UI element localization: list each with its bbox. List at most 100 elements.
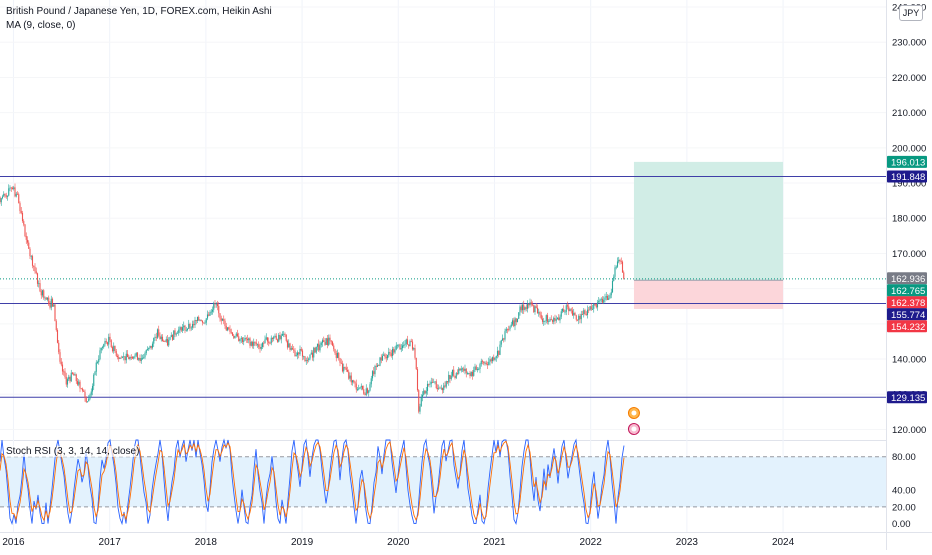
candle xyxy=(446,380,449,385)
price-label-text: 162.378 xyxy=(891,298,925,309)
currency-button[interactable]: JPY xyxy=(899,5,923,21)
candle xyxy=(261,342,264,350)
candle xyxy=(358,384,360,391)
candle-body xyxy=(288,343,290,348)
candle xyxy=(350,372,352,386)
candle-body xyxy=(75,374,77,382)
candle-body xyxy=(326,338,329,346)
candle-body xyxy=(431,381,434,383)
candle xyxy=(511,318,514,326)
candle xyxy=(544,320,546,325)
candle xyxy=(343,363,345,374)
candle xyxy=(400,343,402,353)
candle xyxy=(186,327,189,332)
candle-body xyxy=(569,309,571,312)
candle xyxy=(424,389,426,395)
candle xyxy=(414,344,416,360)
candle xyxy=(248,337,250,344)
candle-body xyxy=(279,334,281,340)
candle xyxy=(598,297,600,303)
candle xyxy=(390,350,392,358)
candle-body xyxy=(155,336,157,338)
candle xyxy=(0,197,2,206)
candle xyxy=(339,357,341,367)
candle-body xyxy=(510,324,512,327)
candle xyxy=(66,377,69,388)
candle xyxy=(286,339,289,350)
candle-body xyxy=(370,378,372,385)
candle-body xyxy=(391,348,394,356)
candle-body xyxy=(475,366,477,370)
candle-body xyxy=(99,350,101,360)
candle-body xyxy=(174,330,176,335)
candle xyxy=(518,312,520,320)
candle xyxy=(165,336,167,343)
candle xyxy=(545,314,547,324)
candle xyxy=(189,322,191,332)
candle-body xyxy=(11,187,14,190)
rsi-tick-label: 0.00 xyxy=(892,519,911,530)
candle-body xyxy=(16,193,19,195)
candle xyxy=(561,308,564,314)
candle xyxy=(230,328,232,335)
candle xyxy=(529,298,531,308)
candle-body xyxy=(450,375,452,379)
candle-body xyxy=(379,357,381,366)
candle-body xyxy=(511,320,514,325)
candle-body xyxy=(233,335,235,338)
candle xyxy=(208,311,210,317)
candle xyxy=(379,356,381,367)
candle-body xyxy=(310,352,312,355)
candle xyxy=(174,327,176,338)
candle-body xyxy=(206,314,209,319)
candle-body xyxy=(384,354,386,357)
candle-body xyxy=(194,320,196,326)
candle-body xyxy=(606,296,609,300)
candle xyxy=(310,349,312,355)
candle-body xyxy=(584,310,586,315)
candle-body xyxy=(28,242,30,249)
candle xyxy=(220,315,222,325)
candle-body xyxy=(465,368,467,374)
price-label-bg xyxy=(887,391,927,404)
candle xyxy=(484,361,486,366)
candle-body xyxy=(420,397,422,407)
candle xyxy=(288,339,290,348)
candle xyxy=(426,380,429,395)
candle-body xyxy=(340,362,342,364)
candle-body xyxy=(578,315,580,321)
stoch-rsi-label[interactable]: Stoch RSI (3, 3, 14, 14, close) xyxy=(6,446,140,457)
candle xyxy=(5,192,7,199)
candle-body xyxy=(203,322,205,324)
price-tick-label: 180.000 xyxy=(892,214,926,225)
candle xyxy=(346,366,349,373)
candle xyxy=(423,388,425,396)
candle-body xyxy=(573,312,575,316)
price-tick-label: 190.000 xyxy=(892,179,926,190)
candle-body xyxy=(501,338,504,341)
candle-body xyxy=(286,340,289,348)
candle-body xyxy=(434,381,436,383)
candle-body xyxy=(456,373,459,374)
candle xyxy=(295,352,297,357)
candle-body xyxy=(400,348,402,350)
candle xyxy=(599,298,601,305)
candle-body xyxy=(78,381,80,385)
candle-body xyxy=(283,333,285,335)
candle-body xyxy=(603,299,605,303)
candle-body xyxy=(363,389,365,394)
candle xyxy=(359,387,361,390)
price-label-text: 155.774 xyxy=(891,310,925,321)
candle-body xyxy=(608,298,610,300)
candle xyxy=(39,279,41,293)
candle xyxy=(348,369,350,380)
candle xyxy=(93,373,95,390)
ma-indicator-label[interactable]: MA (9, close, 0) xyxy=(6,20,76,31)
candle xyxy=(54,303,56,322)
candle xyxy=(376,363,379,368)
candle xyxy=(560,308,562,320)
candle xyxy=(138,357,140,362)
candle-body xyxy=(486,364,489,366)
candle xyxy=(69,375,71,384)
